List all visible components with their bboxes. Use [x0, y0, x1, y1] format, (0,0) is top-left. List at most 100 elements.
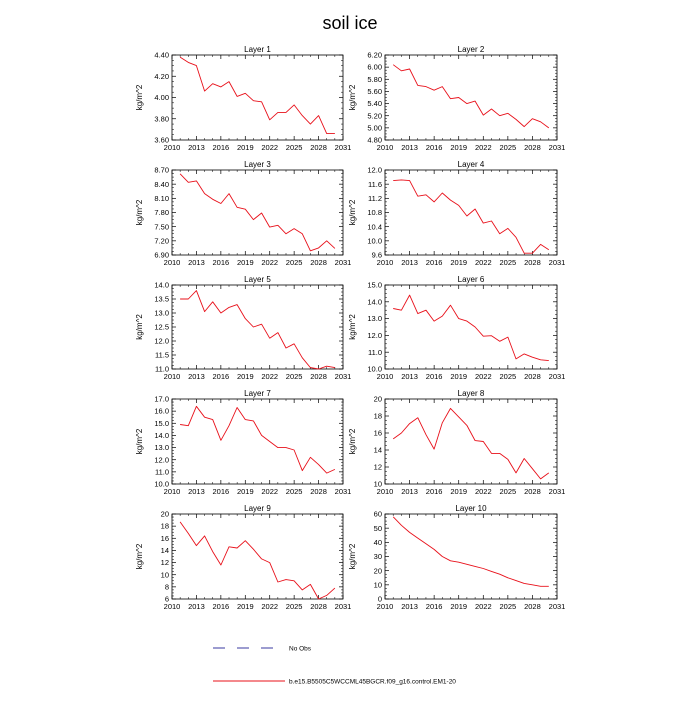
y-tick-label: 14 — [161, 546, 169, 555]
y-tick-label: 10.8 — [367, 208, 382, 217]
x-tick-label: 2031 — [549, 372, 566, 381]
y-tick-label: 6.90 — [154, 251, 169, 260]
x-tick-label: 2010 — [377, 602, 394, 611]
y-tick-label: 50 — [374, 524, 382, 533]
panel-layer-2: Layer 2 kg/m^2 4.80 5.00 5.20 5.40 5.60 5.80 6.0… — [348, 45, 565, 152]
x-tick-label: 2016 — [213, 602, 230, 611]
x-tick-label: 2025 — [286, 602, 303, 611]
y-tick-label: 5.20 — [367, 111, 382, 120]
x-tick-label: 2025 — [286, 487, 303, 496]
y-tick-label: 16 — [374, 429, 382, 438]
y-tick-label: 6 — [165, 595, 169, 604]
y-tick-label: 3.60 — [154, 136, 169, 145]
x-tick-label: 2016 — [426, 602, 443, 611]
x-tick-label: 2022 — [475, 487, 492, 496]
series-line — [393, 179, 550, 254]
y-tick-label: 12.0 — [154, 337, 169, 346]
x-tick-label: 2013 — [401, 487, 418, 496]
y-tick-label: 8.10 — [154, 194, 169, 203]
x-tick-label: 2010 — [377, 258, 394, 267]
panel-layer-3: Layer 3 kg/m^2 6.90 7.20 7.50 7.80 8.10 8.40 8.7… — [135, 160, 351, 267]
y-tick-label: 5.80 — [367, 75, 382, 84]
panel-frame — [171, 398, 344, 485]
panel-title: Layer 2 — [458, 45, 485, 54]
y-tick-label: 10.4 — [367, 222, 382, 231]
panel-layer-1: Layer 1 kg/m^2 3.60 3.80 4.00 4.20 4.40 2010 201… — [135, 45, 351, 152]
y-tick-label: 20 — [374, 566, 382, 575]
x-tick-label: 2031 — [335, 372, 352, 381]
series-line — [392, 64, 550, 129]
y-tick-label: 10.0 — [154, 480, 169, 489]
x-tick-label: 2022 — [261, 487, 278, 496]
panel-title: Layer 7 — [244, 389, 271, 398]
x-tick-label: 2025 — [500, 258, 517, 267]
x-tick-label: 2028 — [524, 143, 541, 152]
y-tick-label: 16.0 — [154, 407, 169, 416]
y-tick-label: 12.0 — [367, 166, 382, 175]
y-tick-label: 3.80 — [154, 114, 169, 123]
series-line — [392, 516, 549, 587]
panel-title: Layer 1 — [244, 45, 271, 54]
x-tick-label: 2019 — [237, 372, 254, 381]
series-line — [180, 290, 335, 370]
x-tick-label: 2022 — [475, 372, 492, 381]
panel-title: Layer 3 — [244, 160, 271, 169]
y-tick-label: 30 — [374, 552, 382, 561]
x-tick-label: 2019 — [450, 602, 467, 611]
panel-layer-8: Layer 8 kg/m^2 10 12 14 16 18 20 2010 2013 2016 201… — [348, 389, 565, 496]
x-tick-label: 2022 — [261, 372, 278, 381]
panel-title: Layer 8 — [458, 389, 485, 398]
y-tick-label: 9.6 — [372, 251, 382, 260]
x-tick-label: 2028 — [310, 602, 327, 611]
x-tick-label: 2028 — [524, 258, 541, 267]
panel-frame — [384, 54, 558, 141]
y-axis-label: kg/m^2 — [135, 543, 144, 569]
y-tick-label: 16 — [161, 534, 169, 543]
panel-layer-4: Layer 4 kg/m^2 9.6 10.0 10.4 10.8 11.2 11.6 12.0… — [348, 160, 565, 267]
x-tick-label: 2031 — [549, 143, 566, 152]
x-tick-label: 2013 — [188, 602, 205, 611]
panel-frame — [171, 284, 344, 370]
y-tick-label: 11.6 — [368, 180, 382, 189]
y-tick-label: 5.60 — [367, 87, 382, 96]
x-tick-label: 2016 — [213, 258, 230, 267]
x-tick-label: 2028 — [310, 487, 327, 496]
y-tick-label: 4.00 — [154, 93, 169, 102]
x-tick-label: 2022 — [261, 143, 278, 152]
x-tick-label: 2025 — [500, 372, 517, 381]
y-tick-label: 12 — [374, 463, 382, 472]
panel-layer-9: Layer 9 kg/m^2 6 8 10 12 14 16 18 20 2010 2013 2016 2… — [135, 504, 351, 611]
y-axis-label: kg/m^2 — [348, 428, 357, 454]
y-tick-label: 6.00 — [367, 63, 382, 72]
y-tick-label: 14 — [374, 446, 382, 455]
y-tick-label: 14.0 — [154, 431, 169, 440]
series-line — [393, 294, 549, 362]
x-tick-label: 2031 — [335, 143, 352, 152]
y-axis-label: kg/m^2 — [135, 199, 144, 225]
x-tick-label: 2019 — [450, 372, 467, 381]
y-tick-label: 6.20 — [367, 51, 382, 60]
series-line — [392, 407, 550, 480]
y-tick-label: 11.2 — [368, 194, 382, 203]
x-tick-label: 2013 — [188, 487, 205, 496]
x-tick-label: 2028 — [524, 372, 541, 381]
x-tick-label: 2031 — [335, 258, 352, 267]
y-tick-label: 12.0 — [367, 331, 382, 340]
y-tick-label: 12.5 — [154, 323, 169, 332]
x-tick-label: 2022 — [475, 143, 492, 152]
y-tick-label: 8 — [165, 582, 169, 591]
x-tick-label: 2025 — [286, 372, 303, 381]
x-tick-label: 2013 — [401, 602, 418, 611]
y-axis-label: kg/m^2 — [135, 84, 144, 110]
x-tick-label: 2031 — [549, 258, 566, 267]
y-axis-label: kg/m^2 — [348, 543, 357, 569]
x-tick-label: 2016 — [426, 143, 443, 152]
x-tick-label: 2019 — [450, 487, 467, 496]
legend: No Obs b.e15.B5505C5WCCML45BGCR.f09_g16.… — [213, 646, 456, 686]
x-tick-label: 2025 — [500, 143, 517, 152]
y-axis-label: kg/m^2 — [135, 428, 144, 454]
x-tick-label: 2016 — [213, 372, 230, 381]
y-tick-label: 11.0 — [155, 365, 169, 374]
